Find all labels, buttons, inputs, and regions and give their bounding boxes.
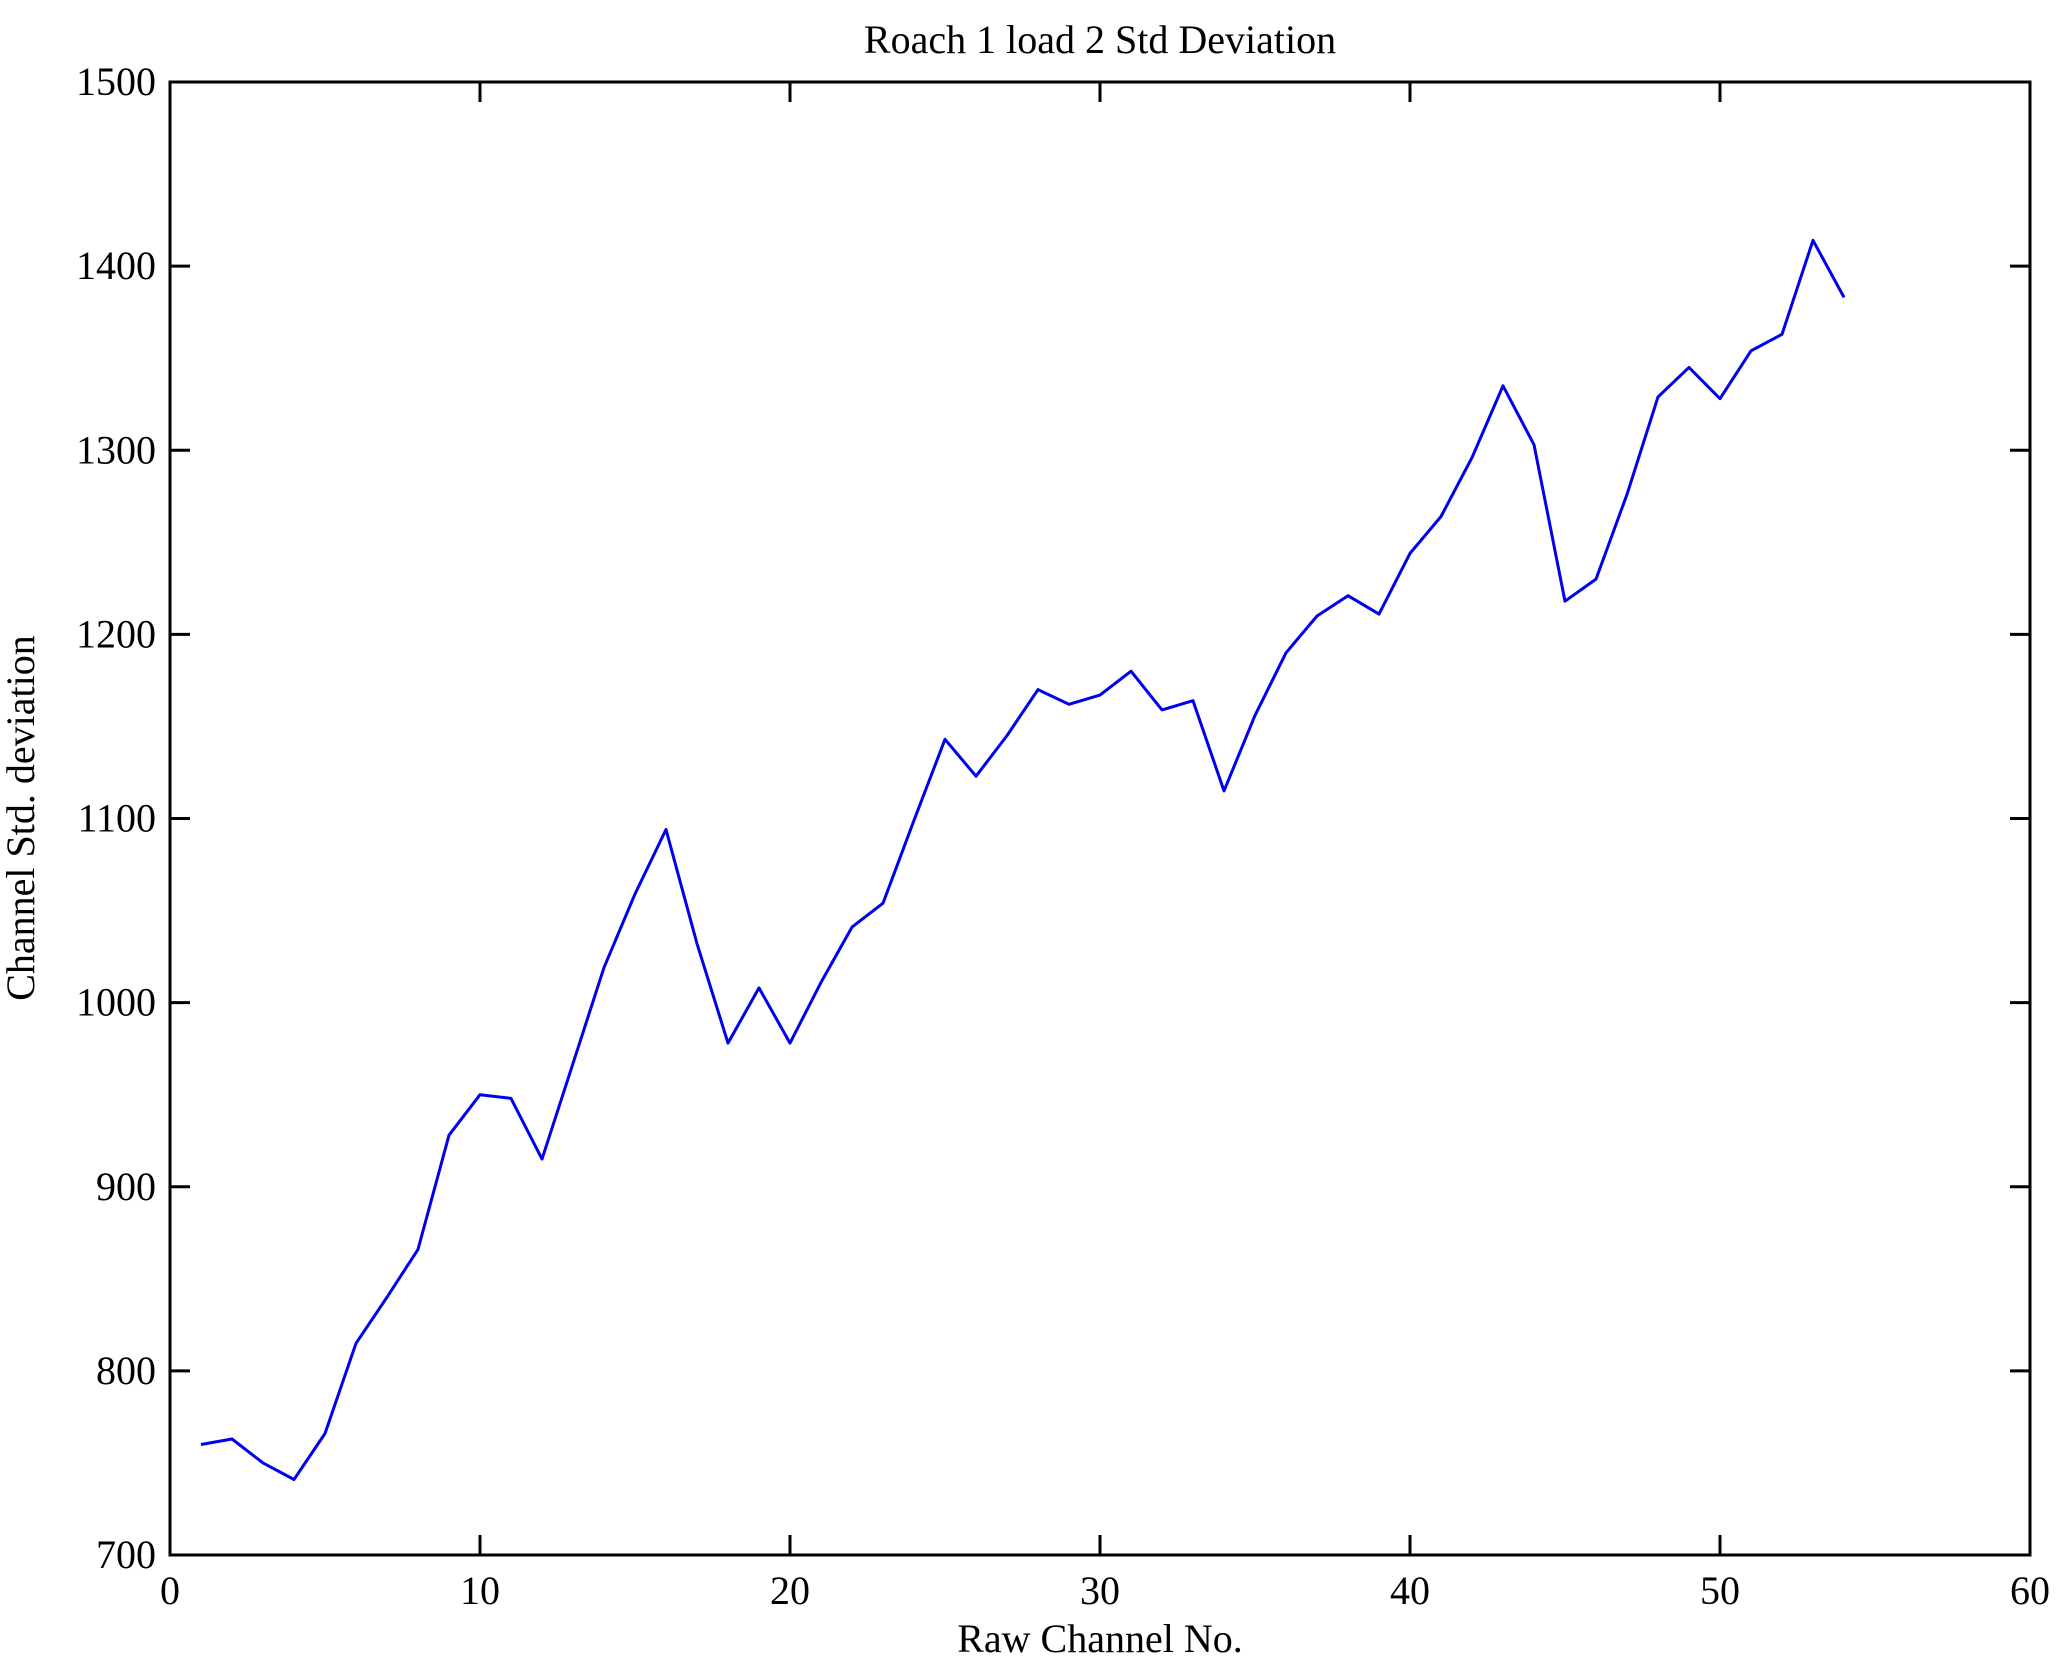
x-tick-label: 0 xyxy=(160,1568,180,1613)
series-line xyxy=(200,238,1846,1481)
y-tick-label: 1500 xyxy=(76,59,156,104)
plot-box xyxy=(168,80,2032,1557)
y-tick-label: 1200 xyxy=(76,611,156,656)
x-tick-label: 50 xyxy=(1700,1568,1740,1613)
x-tick-label: 30 xyxy=(1080,1568,1120,1613)
y-tick-label: 1400 xyxy=(76,243,156,288)
axis-ticks xyxy=(168,80,2032,1557)
x-axis-label: Raw Channel No. xyxy=(957,1616,1243,1661)
x-tick-label: 10 xyxy=(460,1568,500,1613)
y-tick-label: 1000 xyxy=(76,980,156,1025)
y-axis-label: Channel Std. deviation xyxy=(0,635,43,1001)
x-tick-label: 40 xyxy=(1390,1568,1430,1613)
x-tick-label: 60 xyxy=(2010,1568,2050,1613)
y-tick-label: 800 xyxy=(96,1348,156,1393)
y-tick-label: 1100 xyxy=(77,796,156,841)
y-tick-label: 1300 xyxy=(76,427,156,472)
chart-title: Roach 1 load 2 Std Deviation xyxy=(864,17,1336,62)
y-tick-label: 700 xyxy=(96,1532,156,1577)
axis-tick-labels: 0 10 20 30 40 50 60 700 800 900 1000 1100 1200 1300 14… xyxy=(76,59,2050,1613)
x-tick-label: 20 xyxy=(770,1568,810,1613)
y-tick-label: 900 xyxy=(96,1164,156,1209)
